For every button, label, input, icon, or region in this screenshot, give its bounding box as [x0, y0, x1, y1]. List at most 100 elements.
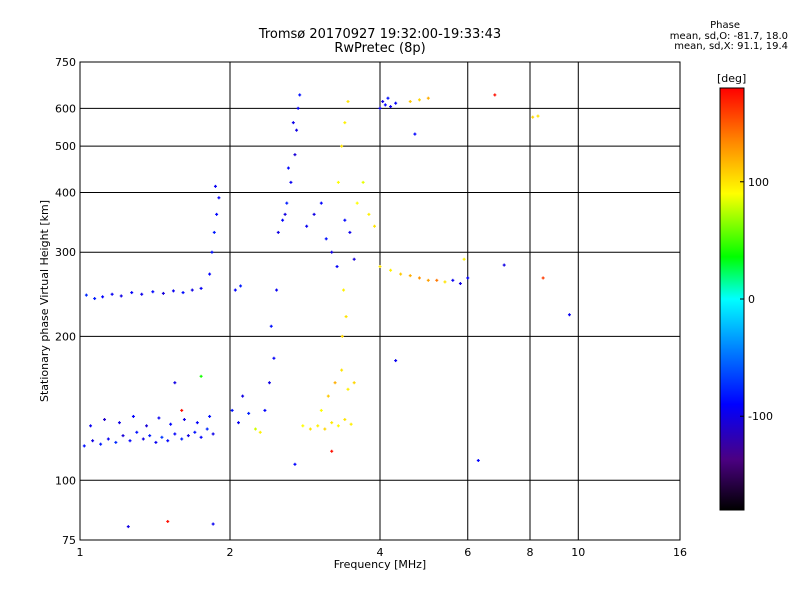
y-axis-label: Stationary phase Virtual Height [km] — [38, 200, 51, 402]
data-point — [335, 265, 339, 269]
phase-stats-title: Phase — [710, 20, 740, 31]
data-point — [114, 440, 118, 444]
data-points — [82, 93, 571, 529]
data-point — [126, 525, 130, 529]
data-point — [352, 381, 356, 385]
data-point — [466, 276, 470, 280]
data-point — [426, 96, 430, 100]
data-point — [161, 291, 165, 295]
data-point — [462, 257, 466, 261]
phase-stats-o: mean, sd,O: -81.7, 18.0 — [669, 30, 788, 42]
y-tick-label: 500 — [55, 140, 76, 153]
data-point — [110, 292, 114, 296]
data-point — [308, 427, 312, 431]
data-point — [293, 153, 297, 157]
data-point — [106, 437, 110, 441]
data-point — [199, 435, 203, 439]
data-point — [352, 257, 356, 261]
data-point — [182, 418, 186, 422]
phase-stats-x: mean, sd,X: 91.1, 19.4 — [674, 41, 788, 52]
data-point — [276, 230, 280, 234]
data-point — [213, 184, 217, 188]
data-point — [99, 442, 103, 446]
data-point — [239, 284, 243, 288]
chart-title: Tromsø 20170927 19:32:00-19:33:43 — [258, 27, 502, 42]
colorbar-ticks: 100 0 -100 — [740, 176, 773, 423]
y-tick-label: 300 — [55, 246, 76, 259]
data-point — [541, 276, 545, 280]
data-point — [130, 291, 134, 295]
data-point — [367, 212, 371, 216]
data-point — [340, 368, 344, 372]
data-point — [458, 282, 462, 286]
data-point — [285, 201, 289, 205]
data-point — [394, 359, 398, 363]
data-point — [312, 212, 316, 216]
data-point — [319, 408, 323, 412]
data-point — [258, 430, 262, 434]
data-point — [340, 334, 344, 338]
data-point — [319, 201, 323, 205]
data-point — [160, 435, 164, 439]
data-point — [119, 294, 123, 298]
data-point — [145, 424, 149, 428]
data-point — [399, 272, 403, 276]
data-point — [180, 437, 184, 441]
colorbar-unit-label: [deg] — [717, 72, 746, 85]
plot-frame — [79, 61, 681, 541]
data-point — [148, 434, 152, 438]
data-point — [408, 100, 412, 104]
x-tick-labels: 1 2 4 6 8 10 16 — [77, 546, 688, 559]
data-point — [208, 272, 212, 276]
data-point — [295, 128, 299, 132]
data-point — [208, 414, 212, 418]
data-point — [131, 414, 135, 418]
data-point — [173, 432, 177, 436]
data-point — [502, 263, 506, 267]
data-point — [210, 250, 214, 254]
x-tick-label: 16 — [673, 546, 687, 559]
data-point — [195, 421, 199, 425]
data-point — [343, 418, 347, 422]
data-point — [378, 265, 382, 269]
data-point — [301, 424, 305, 428]
data-point — [381, 100, 385, 104]
data-point — [166, 519, 170, 523]
data-point — [211, 522, 215, 526]
x-tick-label: 4 — [377, 546, 384, 559]
data-point — [263, 408, 267, 412]
data-point — [383, 103, 387, 107]
data-point — [417, 98, 421, 102]
data-point — [247, 411, 251, 415]
data-point — [305, 224, 309, 228]
data-point — [241, 394, 245, 398]
x-tick-label: 6 — [464, 546, 471, 559]
data-point — [346, 387, 350, 391]
data-point — [333, 381, 337, 385]
data-point — [493, 93, 497, 97]
data-point — [275, 288, 279, 292]
data-point — [342, 288, 346, 292]
data-point — [173, 381, 177, 385]
data-point — [326, 394, 330, 398]
data-point — [93, 297, 97, 301]
data-point — [336, 424, 340, 428]
grid-lines — [79, 61, 681, 541]
data-point — [378, 106, 382, 110]
data-point — [283, 212, 287, 216]
data-point — [171, 289, 175, 293]
data-point — [91, 439, 95, 443]
data-point — [217, 196, 221, 200]
data-point — [212, 230, 216, 234]
data-point — [323, 427, 327, 431]
data-point — [135, 430, 139, 434]
y-tick-label: 200 — [55, 330, 76, 343]
colorbar-tick-label: -100 — [748, 410, 773, 423]
data-point — [298, 93, 302, 97]
phase-stats-box: Phase mean, sd,O: -81.7, 18.0 mean, sd,X… — [588, 20, 788, 53]
data-point — [121, 434, 125, 438]
data-point — [413, 132, 417, 136]
data-point — [394, 101, 398, 105]
data-point — [186, 434, 190, 438]
